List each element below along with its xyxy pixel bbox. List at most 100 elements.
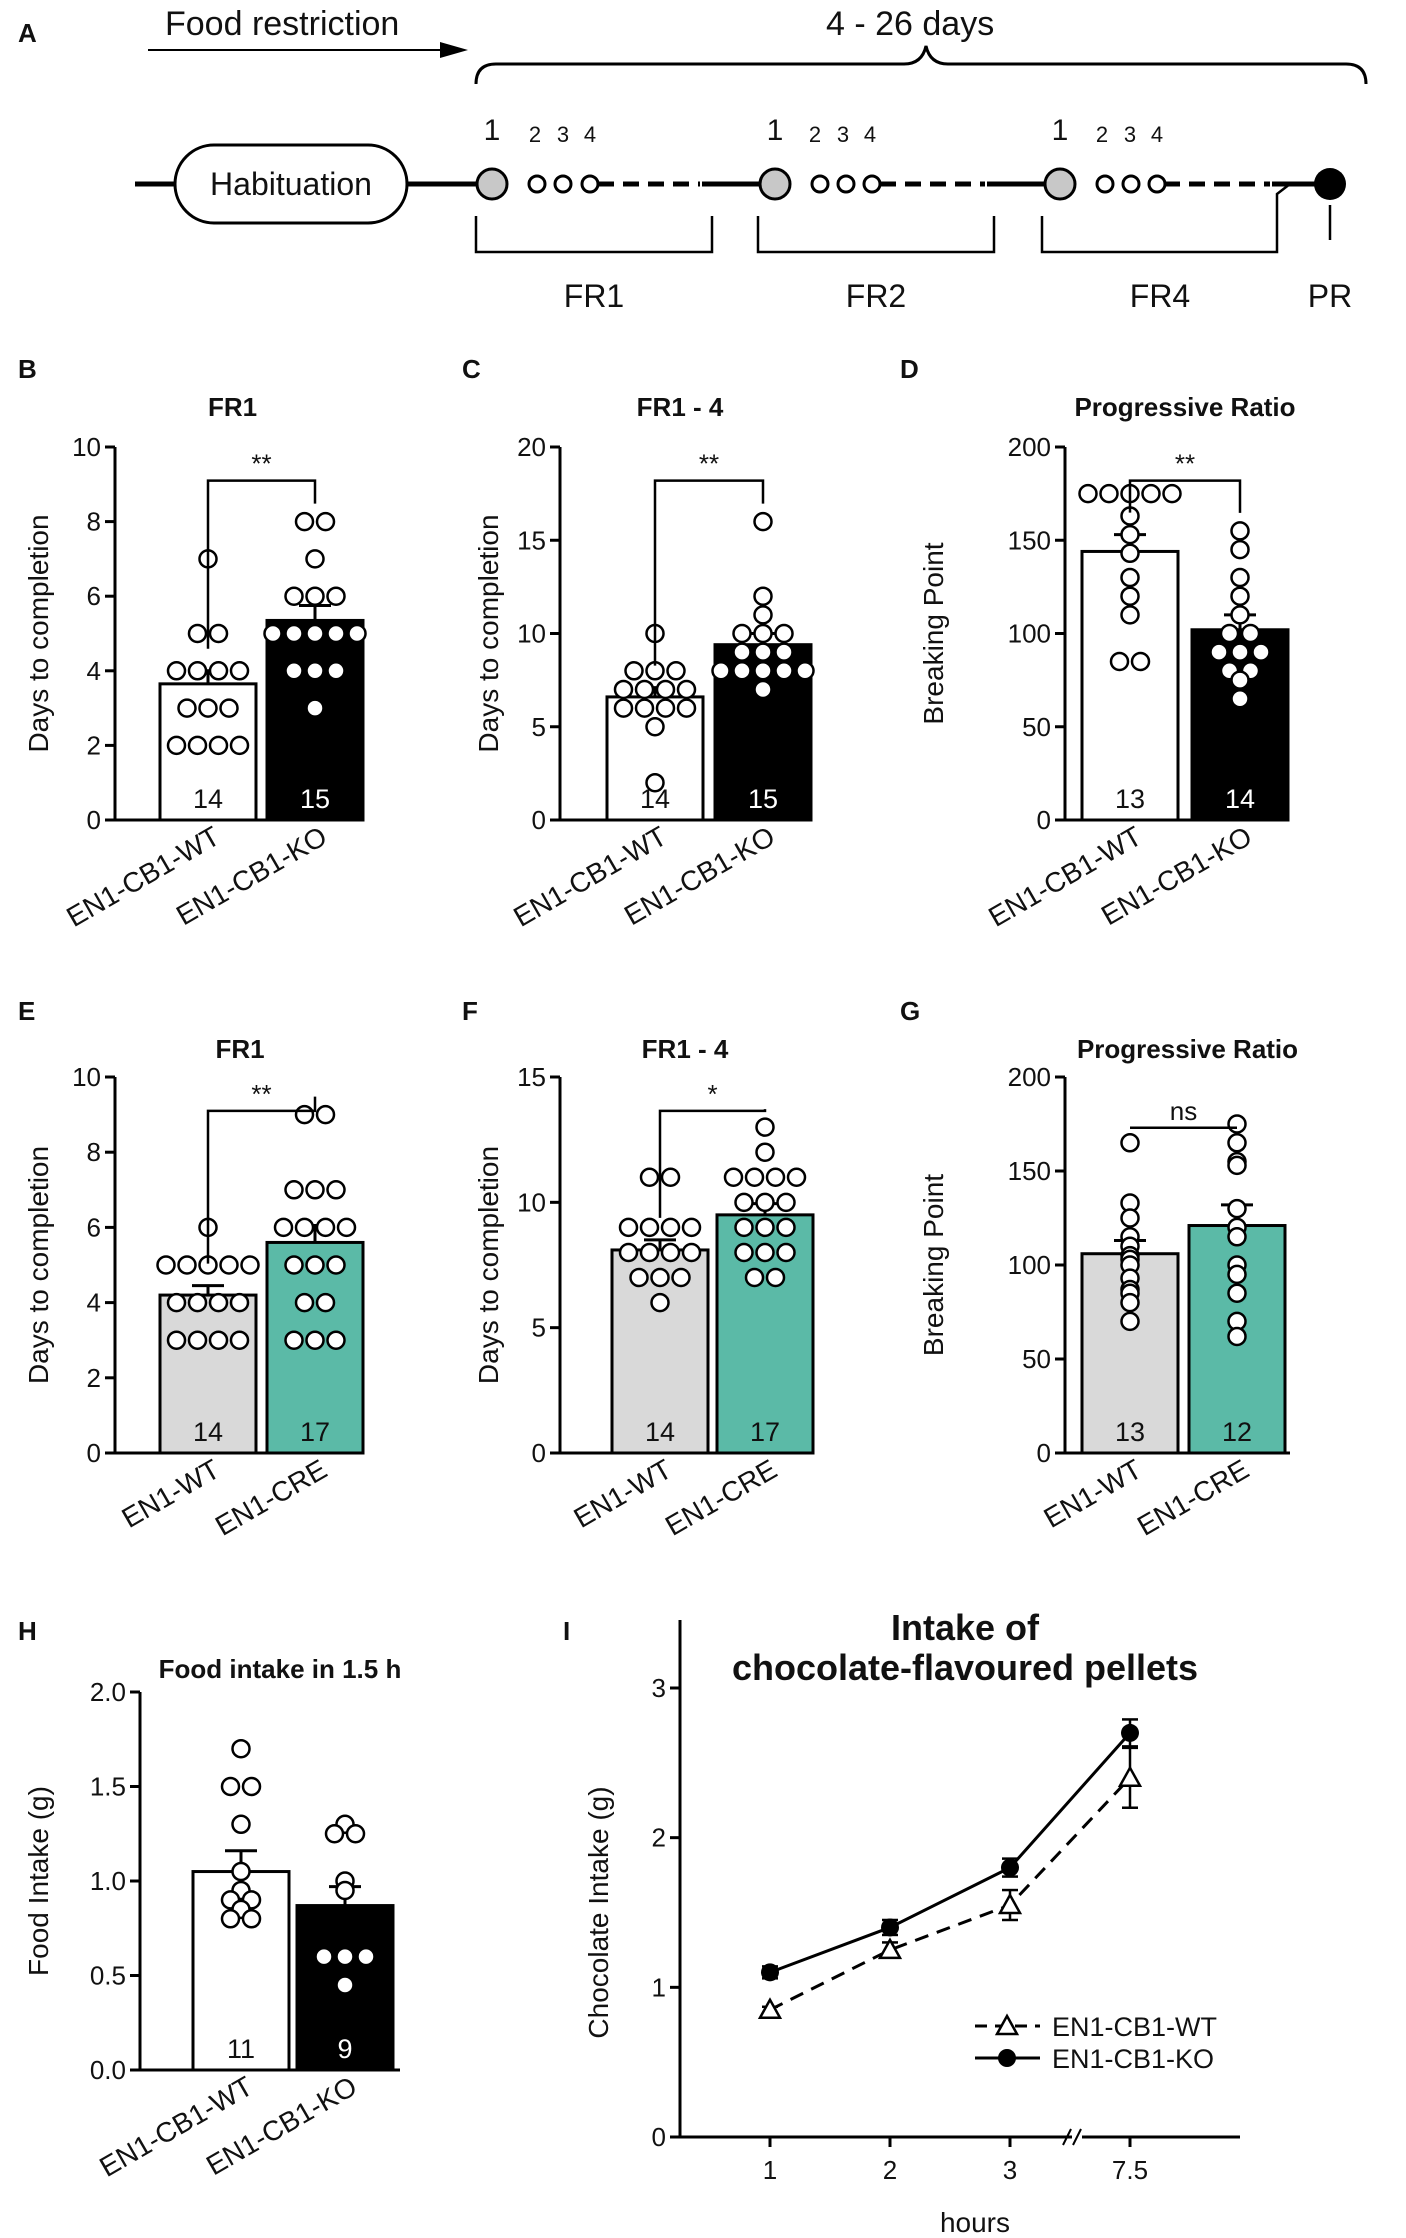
data-point — [639, 1217, 660, 1238]
data-point — [613, 698, 634, 718]
data-point — [671, 1267, 691, 1288]
data-point — [660, 1167, 681, 1188]
n-label: 13 — [1115, 1417, 1145, 1447]
data-point — [755, 1242, 775, 1263]
bar — [158, 1293, 258, 1455]
y-tick-label: 4 — [87, 1288, 101, 1318]
data-point — [305, 1255, 325, 1275]
session-group-fr4: 1 2 3 4 — [1043, 114, 1167, 201]
data-point — [1230, 689, 1250, 709]
data-point — [774, 661, 794, 681]
chart-title: Progressive Ratio — [1074, 392, 1295, 422]
bar-chart-E: E FR1 0 2 4 6 8 10 Days to completion 14 EN1-WT 17 E… — [18, 996, 365, 1542]
y-tick-label: 2.0 — [90, 1677, 126, 1707]
data-point — [326, 1180, 346, 1200]
y-tick-label: 4 — [87, 656, 101, 686]
data-point — [187, 1330, 208, 1350]
data-point — [326, 1255, 346, 1275]
data-point — [1230, 670, 1250, 690]
data-point — [655, 698, 676, 718]
data-point — [1120, 586, 1140, 606]
data-point — [305, 1180, 325, 1200]
data-point — [734, 1217, 754, 1238]
data-point — [305, 623, 325, 644]
panel-label: H — [18, 1616, 37, 1646]
y-axis-label: Days to completion — [23, 514, 54, 752]
data-point — [1120, 1292, 1140, 1313]
timeline-panel: A Food restriction 4 - 26 days Habituati… — [18, 5, 1368, 314]
y-axis-label: Food Intake (g) — [23, 1786, 54, 1976]
svg-text:2: 2 — [529, 122, 541, 147]
data-point — [187, 735, 208, 756]
svg-text:3: 3 — [1124, 122, 1136, 147]
data-point — [305, 549, 325, 569]
data-point — [326, 623, 346, 644]
data-point — [1230, 521, 1250, 541]
significance-label: ** — [1175, 449, 1195, 479]
data-point — [231, 1861, 251, 1882]
n-label: 15 — [748, 784, 778, 814]
category-label: EN1-WT — [117, 1453, 225, 1534]
session-group-fr1: 1 2 3 4 — [475, 114, 600, 201]
data-point — [198, 698, 218, 718]
data-point — [294, 1217, 315, 1238]
svg-text:1: 1 — [767, 114, 784, 147]
data-point — [294, 1104, 315, 1125]
duration-brace — [474, 45, 1368, 85]
data-point — [326, 1330, 346, 1350]
svg-text:1: 1 — [484, 114, 501, 147]
significance-bracket — [206, 479, 317, 649]
data-point — [241, 1776, 262, 1797]
y-tick-label: 0 — [1037, 1438, 1051, 1468]
data-point — [326, 661, 346, 681]
chart-title: Intake of — [891, 1607, 1040, 1648]
y-tick-label: 100 — [1008, 1250, 1051, 1280]
y-tick-label: 0.5 — [90, 1961, 126, 1991]
data-point — [634, 679, 655, 700]
significance-label: ** — [251, 1079, 271, 1109]
data-point — [356, 1946, 376, 1967]
y-tick-label: 1 — [652, 1972, 666, 2002]
data-point — [305, 698, 325, 718]
data-point — [1230, 539, 1250, 560]
phase-label: PR — [1308, 278, 1352, 314]
x-tick-label: 1 — [763, 2155, 777, 2185]
data-point — [753, 605, 773, 625]
y-tick-label: 5 — [532, 712, 546, 742]
data-point — [273, 1217, 294, 1238]
data-point — [660, 1242, 681, 1263]
data-point — [1120, 1311, 1140, 1332]
data-point — [753, 511, 773, 532]
data-point — [229, 1292, 250, 1313]
legend-marker — [994, 2013, 1020, 2036]
data-point — [1209, 642, 1229, 662]
data-point — [1141, 483, 1161, 504]
data-point — [1099, 483, 1119, 504]
pr-session-marker — [1314, 168, 1346, 200]
data-point — [187, 661, 208, 681]
chart-title: Food intake in 1.5 h — [159, 1654, 402, 1684]
axis-break-mark — [1072, 2128, 1082, 2146]
data-point — [1227, 1155, 1247, 1176]
chart-title: FR1 — [215, 1034, 264, 1064]
chart-title: FR1 - 4 — [642, 1034, 729, 1064]
data-point — [1227, 1283, 1247, 1303]
data-point — [208, 735, 229, 756]
data-point — [795, 661, 815, 681]
y-tick-label: 0.0 — [90, 2055, 126, 2085]
data-point — [326, 586, 346, 606]
data-point — [156, 1255, 176, 1275]
significance-bracket — [206, 1096, 317, 1264]
food-restriction-arrow — [148, 42, 468, 58]
data-point — [723, 1167, 744, 1188]
n-label: 14 — [193, 1417, 223, 1447]
chart-title: Progressive Ratio — [1077, 1034, 1298, 1064]
data-point — [711, 661, 731, 681]
data-point — [1251, 642, 1271, 662]
data-point — [1227, 1326, 1247, 1347]
data-point — [294, 1292, 315, 1313]
significance-label: ns — [1170, 1096, 1197, 1126]
y-axis-label: Breaking Point — [918, 542, 949, 724]
